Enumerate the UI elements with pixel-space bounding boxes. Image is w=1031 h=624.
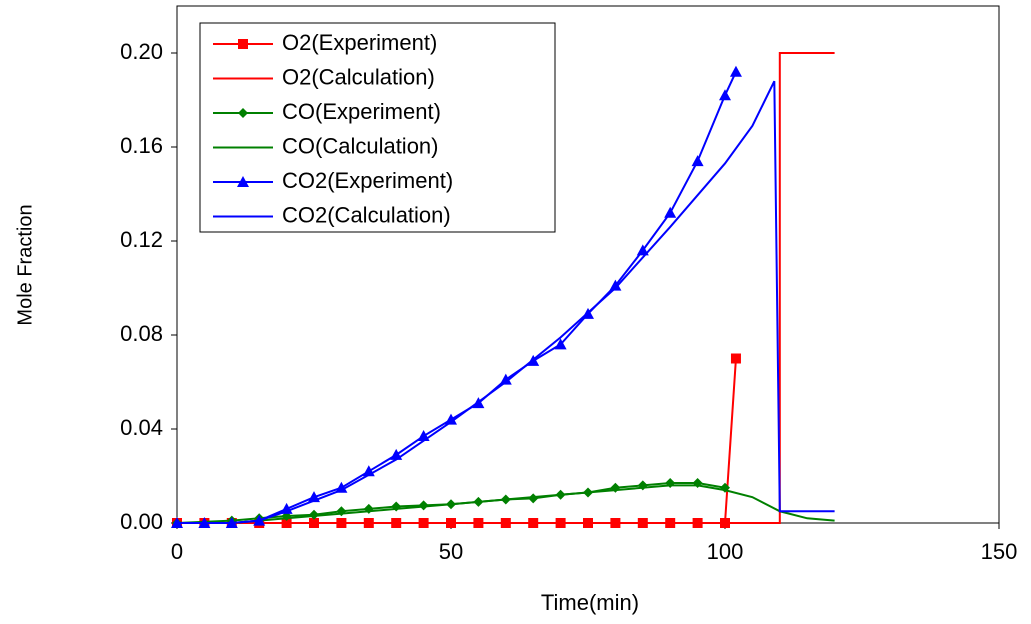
y-tick-label: 0.12 — [120, 227, 163, 252]
y-tick-label: 0.20 — [120, 39, 163, 64]
legend-label: O2(Calculation) — [282, 64, 435, 89]
series-line — [177, 358, 737, 524]
marker — [554, 338, 567, 350]
legend-box — [199, 22, 556, 233]
y-tick-label: 0.08 — [120, 321, 163, 346]
x-tick-label: 0 — [171, 539, 183, 564]
marker — [238, 39, 248, 49]
series-line — [177, 80, 835, 524]
marker — [691, 155, 704, 167]
marker — [238, 108, 248, 118]
legend-label: CO2(Experiment) — [282, 168, 453, 193]
series-line — [177, 484, 835, 524]
x-tick-label: 50 — [439, 539, 463, 564]
marker — [417, 430, 430, 442]
marker — [445, 413, 457, 425]
marker — [609, 279, 622, 291]
marker — [309, 509, 319, 520]
marker — [363, 503, 374, 514]
marker — [664, 206, 677, 218]
marker — [418, 500, 429, 511]
x-tick-label: 150 — [981, 539, 1018, 564]
x-axis-label: Time(min) — [541, 590, 639, 615]
legend-label: CO2(Calculation) — [282, 202, 451, 227]
legend-label: CO(Calculation) — [282, 133, 439, 158]
y-tick-label: 0.00 — [120, 509, 163, 534]
marker — [730, 353, 741, 364]
marker — [528, 493, 539, 504]
y-tick-label: 0.16 — [120, 133, 163, 158]
marker — [237, 176, 249, 187]
legend-label: O2(Experiment) — [282, 30, 437, 55]
y-tick-label: 0.04 — [120, 415, 163, 440]
y-axis-label: Mole Fraction — [14, 204, 36, 325]
legend-label: CO(Experiment) — [282, 99, 441, 124]
series-line — [177, 52, 835, 524]
marker — [719, 89, 731, 101]
marker — [499, 373, 512, 385]
marker — [335, 481, 348, 493]
marker — [390, 448, 403, 460]
marker — [729, 65, 742, 77]
x-tick-label: 100 — [707, 539, 744, 564]
